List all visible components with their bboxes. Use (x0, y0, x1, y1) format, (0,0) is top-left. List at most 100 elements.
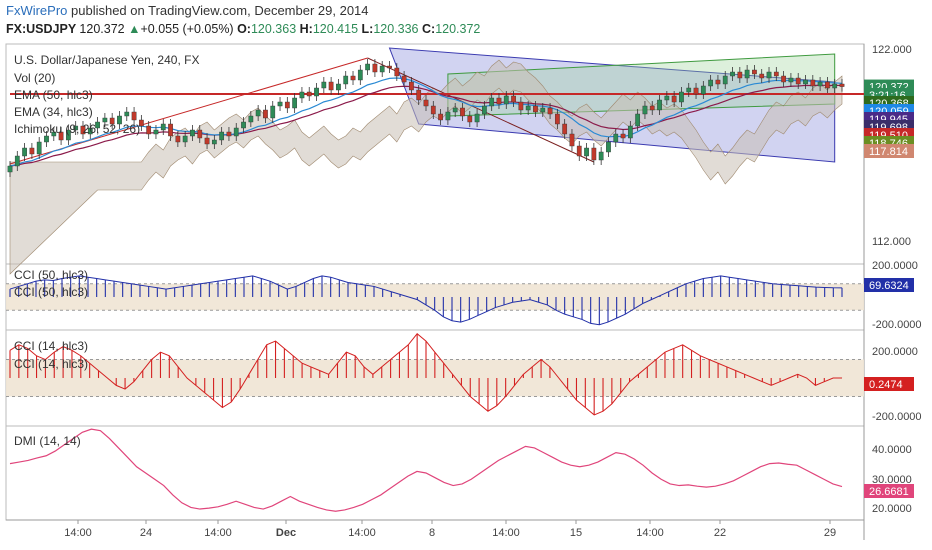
candle-body (357, 69, 363, 81)
candle-body (679, 91, 684, 103)
x-tick-label: 14:00 (492, 527, 520, 539)
candle-body (598, 151, 604, 161)
candle-body (445, 111, 451, 121)
candle-body (803, 79, 808, 85)
brand-link[interactable]: FxWirePro (6, 3, 68, 18)
candle-body (693, 87, 699, 95)
close-value: 120.372 (435, 22, 481, 36)
cci50-last-tag: 69.6324 (864, 278, 914, 292)
x-tick-label: 24 (140, 527, 152, 539)
candle-body (518, 101, 524, 111)
symbol-name: FX:USDJPY (6, 22, 76, 36)
cci-line (9, 275, 843, 326)
candle-body (58, 131, 64, 141)
candle-body (277, 101, 283, 107)
cci-line (9, 332, 843, 416)
candle-body (686, 87, 692, 93)
candle-body (832, 83, 838, 89)
candle-body (635, 113, 641, 127)
indicator-vol: Vol (20) (14, 71, 55, 85)
dmi-line (9, 428, 843, 512)
candle-body (22, 147, 27, 157)
candle-body (766, 71, 772, 79)
x-tick-label: 14:00 (636, 527, 664, 539)
ichimoku-cloud (9, 59, 843, 275)
price-title: U.S. Dollar/Japanese Yen, 240, FX (14, 53, 199, 67)
candle-body (328, 81, 334, 91)
candle-body (533, 105, 538, 113)
candle-body (146, 125, 152, 135)
up-arrow-icon: ▲ (128, 22, 141, 36)
open-value: 120.363 (250, 22, 297, 36)
cci14-title: CCI (14, hlc3) (14, 339, 88, 353)
dmi-tick-30: 30.0000 (872, 474, 912, 486)
svg-text:69.6324: 69.6324 (869, 280, 909, 292)
dmi-last-tag: 26.6681 (864, 484, 914, 498)
candle-body (657, 99, 662, 111)
candle-body (591, 147, 597, 161)
candle-body (175, 135, 181, 143)
candle-body (138, 119, 144, 127)
x-tick-label: 15 (570, 527, 582, 539)
candle-body (460, 107, 465, 117)
svg-text:0.2474: 0.2474 (869, 379, 903, 391)
chart-area[interactable]: 14:00 24 14:00 Dec 14:00 8 14:00 15 14:00 22 29 12… (0, 40, 932, 550)
candle-body (394, 67, 400, 77)
cci50-title: CCI (50, hlc3) (14, 268, 88, 282)
cci14-last-tag: 0.2474 (864, 377, 914, 391)
candle-body (7, 165, 13, 173)
cci50-title-2: CCI (50, hlc3) (14, 285, 88, 299)
candle-body (744, 69, 750, 79)
candle-body (817, 81, 823, 87)
price-change: +0.055 (+0.05%) (140, 22, 234, 36)
trendline-red-down (367, 57, 595, 163)
candle-body (102, 117, 108, 123)
candle-body (168, 123, 173, 137)
candle-body (314, 87, 319, 97)
candle-body (233, 127, 239, 137)
candle-body (620, 133, 626, 139)
candle-body (825, 81, 830, 89)
x-tick-label: 8 (429, 527, 435, 539)
candle-body (606, 141, 611, 153)
candle-body (576, 145, 582, 157)
candle-body (700, 85, 706, 95)
cci14-tick-bottom: -200.0000 (872, 411, 922, 423)
candle-body (730, 71, 735, 77)
candle-body (14, 155, 20, 167)
candle-body (87, 127, 93, 135)
candle-body (29, 147, 35, 155)
open-label: O: (237, 22, 251, 36)
dmi-pane[interactable] (5, 425, 865, 521)
candle-body (525, 105, 531, 111)
candle-body (321, 81, 327, 89)
candle-body (160, 123, 166, 131)
dmi-tick-20: 20.0000 (872, 503, 912, 515)
candle-body (722, 75, 728, 85)
candle-body (759, 73, 765, 79)
candle-body (306, 91, 312, 97)
svg-text:26.6681: 26.6681 (869, 486, 909, 498)
candle-body (219, 131, 225, 141)
candle-body (44, 135, 49, 143)
x-tick-label: 14:00 (64, 527, 92, 539)
candle-body (562, 123, 568, 135)
candle-body (795, 77, 801, 85)
candle-body (73, 125, 79, 131)
candle-body (664, 95, 670, 101)
candle-body (131, 111, 137, 121)
candle-body (190, 129, 195, 137)
candle-body (584, 147, 589, 157)
candle-body (51, 131, 57, 137)
low-value: 120.336 (373, 22, 419, 36)
dmi-tick-40: 40.0000 (872, 444, 912, 456)
candle-body (671, 95, 677, 103)
candle-body (715, 79, 721, 85)
symbol-bar: FX:USDJPY 120.372 ▲+0.055 (+0.05%) O:120… (6, 22, 480, 36)
candle-body (80, 125, 86, 135)
indicator-ema50: EMA (50, hlc3) (14, 88, 93, 102)
candle-body (36, 141, 42, 155)
candle-body (182, 135, 188, 143)
candle-body (773, 71, 779, 77)
candle-body (627, 125, 633, 139)
